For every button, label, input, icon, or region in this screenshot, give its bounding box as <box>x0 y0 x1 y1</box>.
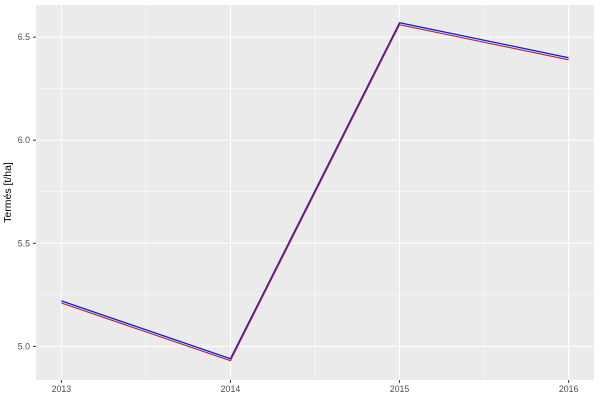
svg-text:2016: 2016 <box>559 384 579 394</box>
svg-text:2014: 2014 <box>221 384 241 394</box>
svg-text:6.5: 6.5 <box>18 32 30 42</box>
svg-text:5.5: 5.5 <box>18 238 30 248</box>
svg-text:2015: 2015 <box>390 384 410 394</box>
svg-text:6.0: 6.0 <box>18 135 30 145</box>
svg-text:5.0: 5.0 <box>18 341 30 351</box>
svg-text:Termés [t/ha]: Termés [t/ha] <box>2 162 14 223</box>
svg-text:2013: 2013 <box>52 384 72 394</box>
